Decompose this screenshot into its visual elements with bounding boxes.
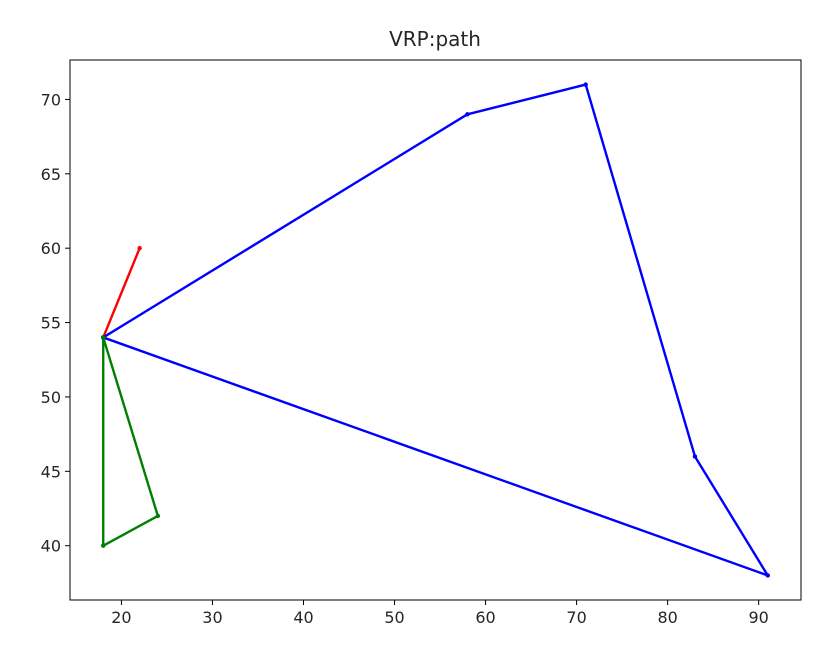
route-series-2	[101, 82, 770, 578]
y-tick-label: 55	[41, 314, 61, 333]
y-tick-label: 60	[41, 239, 61, 258]
y-tick-label: 65	[41, 165, 61, 184]
route-line-3	[102, 336, 160, 547]
y-tick-label: 45	[41, 462, 61, 481]
route-series-3	[101, 335, 161, 548]
x-tick-label: 90	[748, 608, 768, 627]
route-line-2	[102, 83, 769, 577]
x-tick-label: 40	[293, 608, 313, 627]
y-axis: 40 45 50 55 60 65 70	[41, 90, 70, 556]
y-tick-label: 40	[41, 537, 61, 556]
y-tick-label: 50	[41, 388, 61, 407]
x-tick-label: 70	[566, 608, 586, 627]
chart-title: VRP:path	[389, 27, 481, 51]
x-tick-label: 80	[657, 608, 677, 627]
route-point-2-3	[583, 82, 588, 87]
x-tick-label: 20	[111, 608, 131, 627]
route-point-3-3	[101, 543, 106, 548]
route-point-2-4	[692, 454, 698, 459]
plot-frame	[69, 59, 802, 601]
route-point-3-4	[101, 335, 106, 340]
route-point-1-2	[137, 245, 142, 251]
x-tick-label: 30	[202, 608, 222, 627]
route-point-2-2	[465, 112, 470, 117]
route-point-3-2	[155, 513, 161, 519]
x-tick-label: 50	[384, 608, 404, 627]
x-axis: 20 30 40 50 60 70 80 90	[111, 600, 769, 627]
route-line-1	[102, 246, 141, 339]
series-layer	[101, 82, 770, 578]
y-tick-label: 70	[41, 90, 61, 109]
x-tick-label: 60	[475, 608, 495, 627]
route-point-2-5	[765, 573, 770, 578]
